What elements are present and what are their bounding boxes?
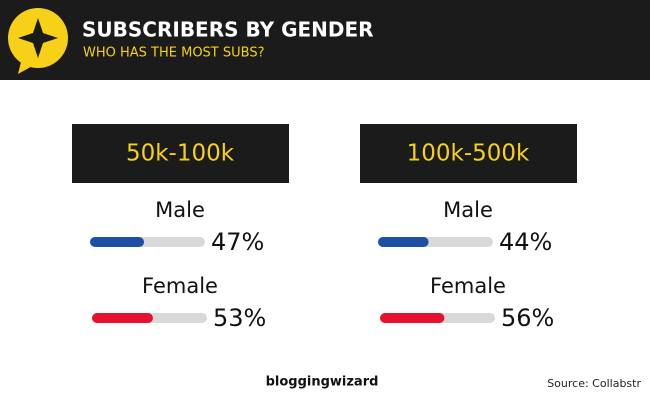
- panel-header: [360, 124, 577, 183]
- category-label: Female: [142, 274, 218, 298]
- bar: [378, 237, 429, 247]
- source: Source: Collabstr: [547, 377, 641, 390]
- header-band: [0, 0, 650, 80]
- chart-subtitle: WHO HAS THE MOST SUBS?: [83, 46, 265, 61]
- category-label: Male: [443, 198, 493, 222]
- bar: [380, 313, 445, 323]
- category-label: Male: [155, 198, 205, 222]
- bar: [92, 313, 153, 323]
- category-label: Female: [430, 274, 506, 298]
- chart-title: SUBSCRIBERS BY GENDER: [82, 18, 374, 42]
- panel-title: 100k-500k: [407, 141, 530, 167]
- value-label: 47%: [211, 228, 264, 256]
- panel-title: 50k-100k: [126, 141, 235, 167]
- value-label: 44%: [499, 228, 552, 256]
- value-label: 53%: [213, 304, 266, 332]
- bar: [90, 237, 145, 247]
- logo-icon: [8, 8, 68, 74]
- panel-header: [72, 124, 289, 183]
- value-label: 56%: [501, 304, 554, 332]
- brand: bloggingwizard: [266, 375, 379, 390]
